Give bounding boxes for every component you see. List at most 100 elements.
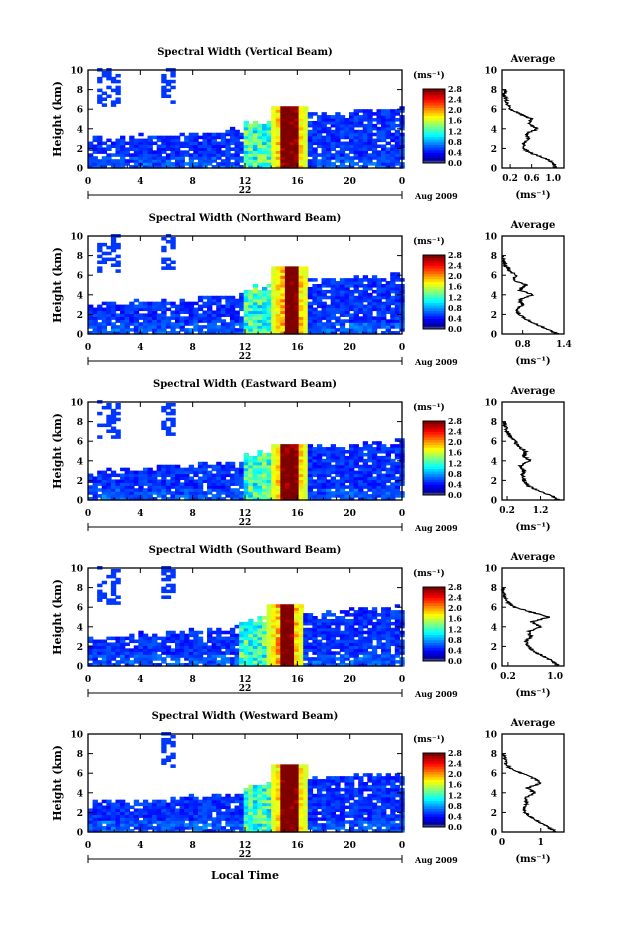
- colorbar-unit: (ms⁻¹): [413, 568, 445, 579]
- colorbar-tick-label: 2.4: [448, 427, 462, 437]
- colorbar-tick-label: 0.8: [448, 801, 462, 811]
- colorbar-unit: (ms⁻¹): [413, 402, 445, 413]
- y-tick-label: 4: [77, 125, 83, 135]
- avg-y-tick-label: 2: [491, 643, 497, 653]
- y-tick-label: 8: [77, 584, 83, 594]
- x-tick-label: 0: [85, 343, 91, 353]
- average-frame: [501, 69, 565, 169]
- heatmap-field: [88, 400, 405, 501]
- day-label: 22: [239, 850, 252, 860]
- y-tick-label: 6: [77, 438, 83, 448]
- day-label: 22: [239, 684, 252, 694]
- y-tick-label: 10: [70, 731, 83, 741]
- x-tick-label: 12: [239, 177, 252, 187]
- day-label: 22: [239, 186, 252, 196]
- colorbar-tick-label: 2.8: [448, 582, 462, 592]
- x-tick-label: 8: [190, 343, 196, 353]
- y-tick-label: 2: [77, 145, 83, 155]
- average-frame: [501, 401, 565, 501]
- avg-y-tick-label: 0: [491, 663, 497, 673]
- colorbar-tick-label: 1.2: [448, 624, 462, 634]
- average-frame: [501, 733, 565, 833]
- colorbar-tick-label: 2.8: [448, 84, 462, 94]
- average-profile-line: [501, 89, 557, 169]
- x-tick-label: 4: [137, 509, 143, 519]
- average-frame: [501, 235, 565, 335]
- avg-y-tick-label: 8: [491, 418, 497, 428]
- colorbar-tick-label: 0.0: [448, 158, 462, 168]
- x-tick-label: 16: [291, 509, 304, 519]
- x-tick-label: 20: [343, 177, 356, 187]
- x-tick-label: 0: [85, 675, 91, 685]
- avg-x-tick-label: 0.6: [524, 174, 540, 184]
- x-tick-label: 12: [239, 841, 252, 851]
- x-tick-label: 8: [190, 675, 196, 685]
- y-tick-label: 4: [77, 291, 83, 301]
- x-tick-label: 16: [291, 177, 304, 187]
- x-tick-label: 0: [399, 177, 405, 187]
- avg-x-tick-label: 0.2: [502, 174, 518, 184]
- avg-y-tick-label: 0: [491, 331, 497, 341]
- average-title: Average: [510, 718, 556, 729]
- y-tick-label: 8: [77, 252, 83, 262]
- y-tick-label: 8: [77, 418, 83, 428]
- average-title: Average: [510, 552, 556, 563]
- beam-panel: Spectral Width (Eastward Beam) 0 2 4 6 8 10 Hei…: [51, 379, 565, 533]
- avg-x-unit: (ms⁻¹): [515, 356, 550, 367]
- colorbar-tick-label: 0.0: [448, 822, 462, 832]
- avg-y-tick-label: 2: [491, 311, 497, 321]
- panel-title: Spectral Width (Vertical Beam): [157, 47, 333, 58]
- average-profile-line: [500, 587, 560, 667]
- colorbar-tick-label: 1.2: [448, 458, 462, 468]
- x-tick-label: 16: [291, 841, 304, 851]
- day-label: 22: [239, 352, 252, 362]
- date-label: Aug 2009: [414, 689, 458, 699]
- avg-x-tick-label: 0: [499, 838, 505, 848]
- avg-y-tick-label: 10: [484, 233, 497, 243]
- colorbar-tick-label: 2.4: [448, 759, 462, 769]
- avg-y-tick-label: 0: [491, 497, 497, 507]
- colorbar-tick-label: 2.4: [448, 261, 462, 271]
- y-tick-label: 10: [70, 67, 83, 77]
- colorbar-tick-label: 1.2: [448, 292, 462, 302]
- colorbar: 0.00.40.81.21.62.02.42.8: [422, 748, 462, 832]
- y-axis-label: Height (km): [51, 413, 64, 489]
- y-axis-label: Height (km): [51, 81, 64, 157]
- colorbar-unit: (ms⁻¹): [413, 236, 445, 247]
- x-tick-label: 16: [291, 675, 304, 685]
- average-panel: Average 0 2 4 6 8 10 0.8 1.4 (ms⁻¹): [484, 220, 571, 367]
- avg-y-tick-label: 10: [484, 67, 497, 77]
- avg-x-tick-label: 0.2: [499, 506, 515, 516]
- y-tick-label: 6: [77, 106, 83, 116]
- heatmap-field: [88, 68, 405, 169]
- avg-x-tick-label: 1.0: [547, 672, 563, 682]
- x-tick-label: 0: [399, 343, 405, 353]
- avg-y-tick-label: 10: [484, 731, 497, 741]
- x-tick-label: 8: [190, 841, 196, 851]
- average-title: Average: [510, 220, 556, 231]
- average-frame: [501, 567, 565, 667]
- heatmap-field: [88, 234, 405, 335]
- colorbar-tick-label: 1.6: [448, 448, 462, 458]
- y-tick-label: 0: [77, 331, 83, 341]
- y-tick-label: 8: [77, 86, 83, 96]
- avg-x-tick-label: 0.8: [515, 340, 531, 350]
- beam-panel: Spectral Width (Southward Beam) 0 2 4 6 8 10 He…: [51, 545, 565, 699]
- x-tick-label: 16: [291, 343, 304, 353]
- avg-y-tick-label: 6: [491, 106, 497, 116]
- colorbar-tick-label: 1.6: [448, 282, 462, 292]
- colorbar-tick-label: 0.4: [448, 313, 462, 323]
- panel-title: Spectral Width (Westward Beam): [152, 711, 339, 722]
- date-label: Aug 2009: [414, 357, 458, 367]
- x-tick-label: 12: [239, 343, 252, 353]
- x-tick-label: 4: [137, 841, 143, 851]
- y-tick-label: 10: [70, 233, 83, 243]
- colorbar-tick-label: 2.4: [448, 593, 462, 603]
- avg-x-unit: (ms⁻¹): [515, 190, 550, 201]
- colorbar: 0.00.40.81.21.62.02.42.8: [422, 250, 462, 334]
- y-tick-label: 2: [77, 477, 83, 487]
- heatmap-field: [88, 732, 405, 833]
- y-tick-label: 8: [77, 750, 83, 760]
- y-tick-label: 0: [77, 165, 83, 175]
- avg-y-tick-label: 10: [484, 399, 497, 409]
